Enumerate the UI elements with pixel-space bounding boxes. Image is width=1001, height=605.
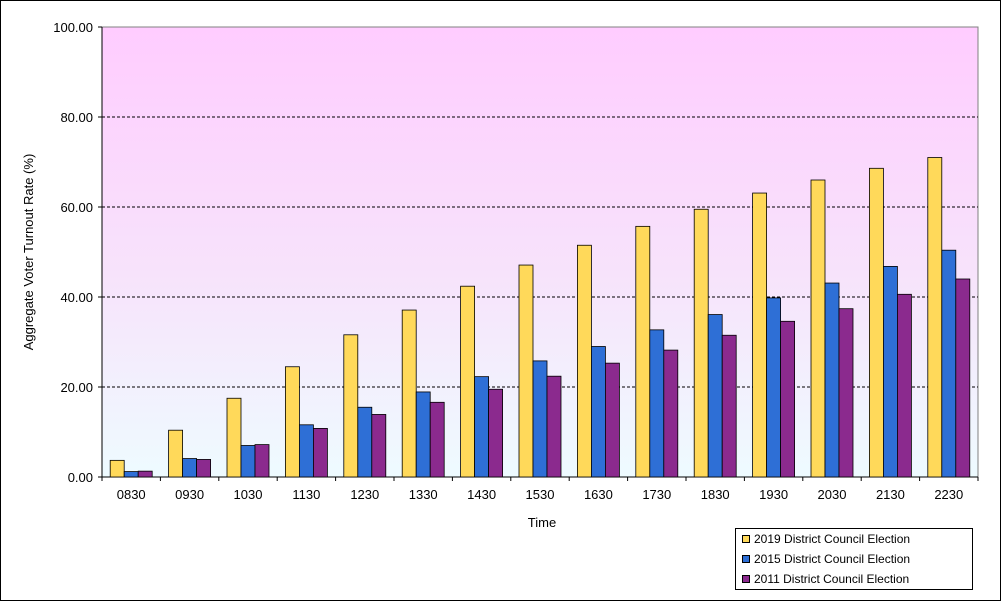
bar-1730-series-1 [649,329,665,478]
bar-1930-series-0 [752,192,767,478]
bar-1230-series-1 [357,406,373,478]
x-tick-label: 1430 [467,487,496,502]
legend-item-2019: 2019 District Council Election [742,530,910,548]
legend-label-2011: 2011 District Council Election [754,572,910,586]
y-tick-label: 80.00 [60,110,93,125]
bar-1330-series-1 [415,391,431,478]
bar-0930-series-1 [182,458,198,478]
x-tick-label: 1030 [234,487,263,502]
x-tick-label: 1930 [759,487,788,502]
legend-label-2019: 2019 District Council Election [754,532,911,546]
bar-0830-series-0 [109,459,125,478]
x-tick-label: 1830 [701,487,730,502]
x-axis-label: Time [528,515,556,530]
bar-1430-series-2 [488,388,504,478]
bar-2030-series-1 [824,282,840,478]
bar-1830-series-1 [707,314,723,478]
bar-1830-series-2 [721,334,737,478]
x-tick-label: 0930 [175,487,204,502]
bar-2030-series-2 [838,308,854,478]
x-tick-label: 1530 [526,487,555,502]
legend-swatch-2019 [742,535,750,543]
y-axis: 0.00 20.00 40.00 60.00 80.00 100.00 [53,20,103,485]
bar-1130-series-0 [284,366,300,478]
bar-1630-series-0 [577,244,592,478]
bar-2230-series-2 [955,278,971,478]
y-axis-label: Aggregate Voter Turnout Rate (%) [21,154,36,351]
bar-0830-series-2 [137,470,153,478]
bar-1430-series-0 [460,285,476,478]
bar-1030-series-1 [240,445,256,478]
x-tick-label: 1630 [584,487,613,502]
bar-0830-series-1 [123,471,139,478]
bar-1830-series-0 [693,208,709,478]
bar-1430-series-1 [474,376,490,478]
x-tick-label: 1330 [409,487,438,502]
x-tick-label: 0830 [117,487,146,502]
bar-1230-series-0 [343,334,359,478]
y-tick-label: 60.00 [60,200,93,215]
bars [109,157,971,478]
x-tick-label: 2130 [876,487,905,502]
bar-1730-series-0 [635,225,651,478]
legend-swatch-2011 [742,575,750,583]
legend-item-2011: 2011 District Council Election [742,570,909,588]
bar-2130-series-2 [897,293,912,478]
bar-0930-series-2 [196,459,212,478]
bar-1630-series-1 [591,346,606,478]
bar-1530-series-0 [518,264,534,478]
bar-1730-series-2 [663,349,679,478]
bar-1330-series-2 [429,401,445,478]
bar-2130-series-1 [883,265,898,478]
bar-1330-series-0 [401,309,417,478]
legend: 2019 District Council Election 2015 Dist… [735,528,973,590]
bar-2230-series-1 [941,249,957,478]
legend-swatch-2015 [742,555,750,563]
legend-item-2015: 2015 District Council Election [742,550,910,568]
bar-1530-series-1 [532,360,548,478]
bar-2130-series-0 [869,167,884,478]
y-tick-label: 0.00 [68,470,93,485]
x-tick-label: 1130 [292,487,320,502]
bar-1930-series-2 [780,320,795,478]
bar-1530-series-2 [546,375,562,478]
bar-1630-series-2 [605,362,620,478]
y-tick-label: 20.00 [60,380,93,395]
y-tick-label: 100.00 [53,20,93,35]
bar-1130-series-1 [298,424,314,478]
x-axis: 0830 0930 1030 1130 1230 1330 1430 1530 1630 1730… [101,476,979,502]
x-tick-label: 1230 [350,487,379,502]
x-tick-label: 2030 [818,487,847,502]
bar-1930-series-1 [766,297,781,478]
x-tick-label: 2230 [934,487,963,502]
bar-2230-series-0 [927,157,943,478]
bar-1030-series-0 [226,397,242,478]
bar-2030-series-0 [810,179,826,478]
bar-1030-series-2 [254,444,270,478]
bar-1130-series-2 [312,427,328,478]
bar-0930-series-0 [168,429,184,478]
legend-label-2015: 2015 District Council Election [754,552,911,566]
bar-1230-series-2 [371,414,387,478]
y-tick-label: 40.00 [60,290,93,305]
x-tick-label: 1730 [642,487,671,502]
